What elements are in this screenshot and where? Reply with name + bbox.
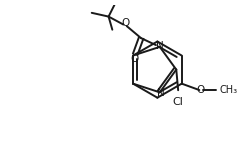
Text: O: O — [122, 18, 130, 28]
Text: O: O — [196, 85, 204, 95]
Text: Cl: Cl — [173, 97, 183, 107]
Text: N: N — [157, 88, 165, 98]
Text: CH₃: CH₃ — [220, 85, 238, 95]
Text: N: N — [156, 41, 164, 51]
Text: O: O — [130, 54, 139, 64]
